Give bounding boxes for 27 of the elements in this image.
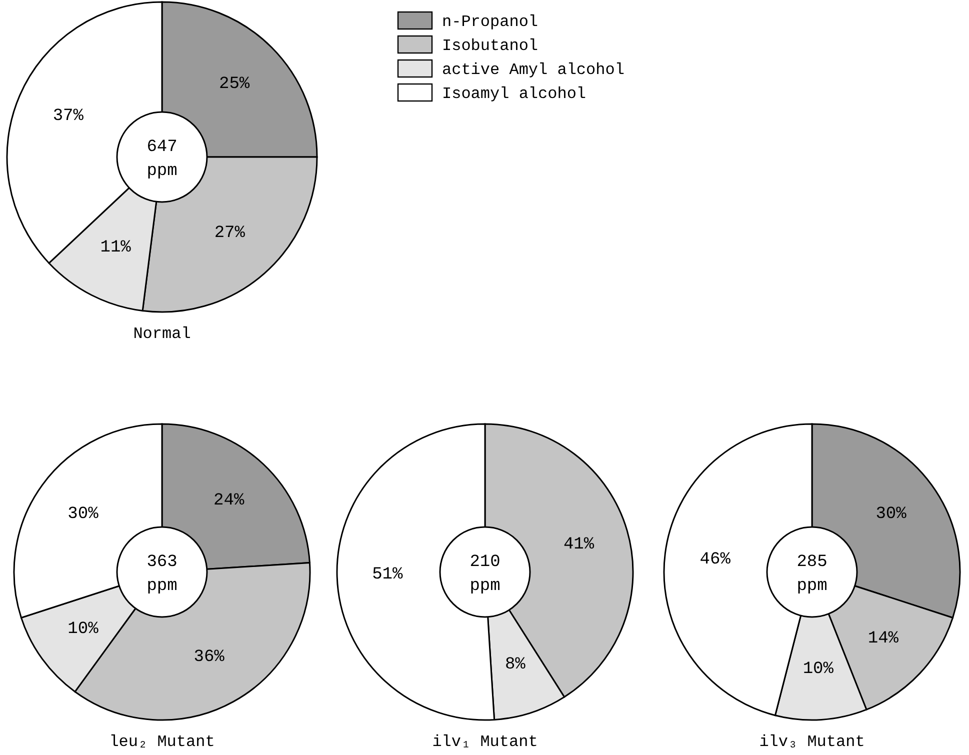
text: 285 ppm [796,553,828,596]
data-label: 51% [372,566,404,585]
data-label: 24% [214,491,245,510]
data-label: 30% [876,505,908,524]
legend-label: active Amyl alcohol [442,61,624,79]
data-label: 27% [214,224,246,244]
text: ilv₁ Mutant [432,733,538,751]
text: Normal [133,325,191,343]
data-label: 41% [563,535,595,554]
text: 647 ppm [146,138,178,181]
data-label: 11% [100,238,132,258]
legend-label: Isoamyl alcohol [442,85,586,103]
text: leu₂ Mutant [109,733,215,751]
data-label: 14% [868,629,900,648]
data-label: 37% [52,106,84,126]
data-label: 25% [219,75,250,94]
data-label: 10% [68,620,100,639]
legend-label: n-Propanol [442,13,538,31]
text: 210 ppm [470,553,500,596]
data-label: 8% [504,655,526,674]
legend-label: Isobutanol [442,37,538,55]
data-label: 46% [700,550,732,570]
data-label: 30% [68,505,100,524]
text: ilv₃ Mutant [759,733,865,751]
text: 363 ppm [146,553,178,596]
data-label: 36% [194,648,226,668]
data-label: 10% [802,660,834,679]
